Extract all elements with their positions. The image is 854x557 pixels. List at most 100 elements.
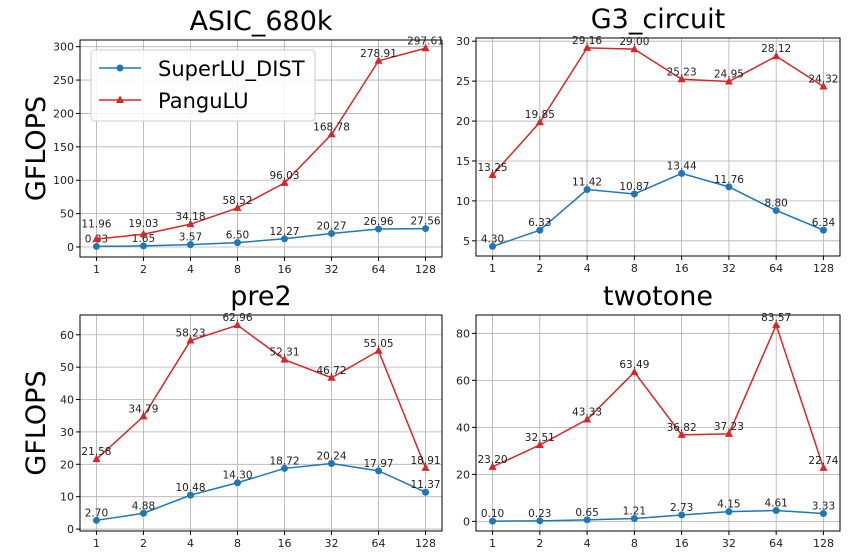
data-point [677, 74, 686, 83]
x-tick-label: 8 [234, 537, 241, 550]
x-tick-label: 64 [372, 537, 386, 550]
legend-marker [116, 95, 124, 103]
data-label: 278.91 [360, 48, 397, 60]
plot-frame [79, 39, 443, 258]
x-tick-label: 2 [536, 537, 543, 550]
data-point [139, 242, 147, 250]
data-point [724, 77, 733, 85]
data-label: 63.49 [619, 359, 649, 371]
y-tick-label: 40 [456, 421, 470, 434]
series-SuperLU_DIST: 4.30 6.33 11.42 10.87 13.44 11.76 8.80 6.34 [481, 160, 835, 250]
data-label: 55.05 [364, 338, 394, 350]
y-tick-label: 0 [67, 523, 74, 536]
y-tick-label: 15 [456, 155, 470, 168]
data-label: 0.65 [575, 507, 598, 519]
data-point [819, 82, 828, 90]
data-point [233, 203, 242, 211]
data-label: 0.23 [528, 508, 551, 520]
data-point [583, 516, 591, 524]
data-label: 18.72 [269, 455, 299, 467]
data-point [233, 479, 241, 487]
y-tick-label: 20 [60, 458, 74, 471]
x-tick-label: 128 [415, 537, 436, 550]
x-tick-label: 8 [631, 262, 638, 275]
series-PanguLU: 13.25 19.85 29.16 29.00 25.23 24.95 28.12 24.32 [478, 35, 838, 178]
data-label: 2.70 [85, 507, 108, 519]
data-label: 22.74 [808, 455, 838, 467]
data-label: 19.85 [525, 109, 555, 121]
y-tick-label: 60 [60, 329, 74, 342]
data-point [374, 346, 383, 354]
data-point [375, 467, 383, 475]
data-point [630, 367, 639, 376]
data-point [772, 51, 781, 60]
subplot-G3_circuit: 1 2 4 8 16 32 64 128 5 10 15 20 25 30 G3_circuit 4.30 6.… [456, 4, 841, 275]
data-label: 1.21 [623, 506, 646, 518]
data-label: 34.18 [175, 211, 205, 223]
plot-frame [79, 314, 443, 532]
series-SuperLU_DIST: 0.10 0.23 0.65 1.21 2.73 4.15 4.61 3.33 [481, 498, 835, 525]
x-tick-label: 4 [584, 262, 591, 275]
x-tick-label: 2 [536, 262, 543, 275]
subplot-twotone: 1 2 4 8 16 32 64 128 0 20 40 60 80 twotone 0.10 0.23 0.6… [456, 281, 841, 550]
data-point [281, 235, 289, 243]
data-point [819, 510, 827, 518]
data-label: 46.72 [316, 365, 346, 377]
data-point [422, 225, 430, 233]
data-label: 96.03 [269, 170, 299, 182]
data-label: 20.27 [316, 220, 346, 232]
data-label: 11.96 [81, 218, 111, 230]
data-label: 58.52 [222, 195, 252, 207]
x-tick-label: 1 [93, 537, 100, 550]
series-PanguLU: 11.96 19.03 34.18 58.52 96.03 168.78 278.91 297… [81, 35, 444, 242]
data-label: 29.16 [572, 35, 602, 47]
x-tick-label: 2 [140, 263, 147, 276]
data-point [186, 335, 195, 344]
data-point [139, 229, 148, 238]
data-label: 19.03 [128, 218, 158, 230]
data-label: 297.61 [407, 35, 444, 47]
series-PanguLU: 21.58 34.79 58.23 62.96 52.31 46.72 55.05 18.91 [81, 312, 441, 471]
x-tick-label: 64 [769, 537, 783, 550]
data-label: 13.44 [667, 160, 697, 172]
data-label: 6.50 [226, 230, 249, 242]
data-point [280, 178, 289, 186]
data-point [488, 170, 497, 178]
chart-title: twotone [603, 281, 713, 312]
data-point [678, 169, 686, 177]
data-point [535, 440, 544, 448]
y-tick-label: 0 [463, 515, 470, 528]
data-label: 27.56 [411, 216, 441, 228]
subplot-ASIC_680k: 1 2 4 8 16 32 64 128 0 50 100 150 200 250 300 ASIC_680k… [21, 6, 444, 276]
data-point [327, 373, 336, 381]
data-label: 1.65 [132, 233, 155, 245]
data-label: 58.23 [175, 327, 205, 339]
data-label: 2.73 [670, 502, 693, 514]
y-tick-label: 50 [60, 208, 74, 221]
series-line [492, 509, 824, 522]
data-label: 4.61 [764, 498, 787, 510]
y-tick-label: 150 [53, 141, 74, 154]
x-tick-label: 64 [372, 263, 386, 276]
data-point [772, 507, 780, 515]
data-point [630, 44, 639, 53]
x-tick-label: 16 [675, 537, 689, 550]
data-label: 28.12 [761, 43, 791, 55]
series-line [96, 227, 426, 248]
data-label: 11.76 [714, 174, 744, 186]
data-point [677, 430, 686, 438]
data-point [421, 43, 430, 52]
x-tick-label: 64 [769, 262, 783, 275]
data-point [92, 234, 101, 242]
data-label: 36.82 [667, 422, 697, 434]
y-tick-label: 20 [456, 115, 470, 128]
chart-title: ASIC_680k [189, 6, 332, 37]
data-label: 4.15 [717, 499, 740, 511]
data-point [583, 186, 591, 194]
subplot-pre2: 1 2 4 8 16 32 64 128 0 10 20 30 40 50 60 pre2 GFLOPS 2.70… [21, 281, 443, 550]
data-point [536, 517, 544, 525]
data-point [678, 511, 686, 519]
series-line [491, 47, 824, 176]
data-point [92, 454, 101, 463]
